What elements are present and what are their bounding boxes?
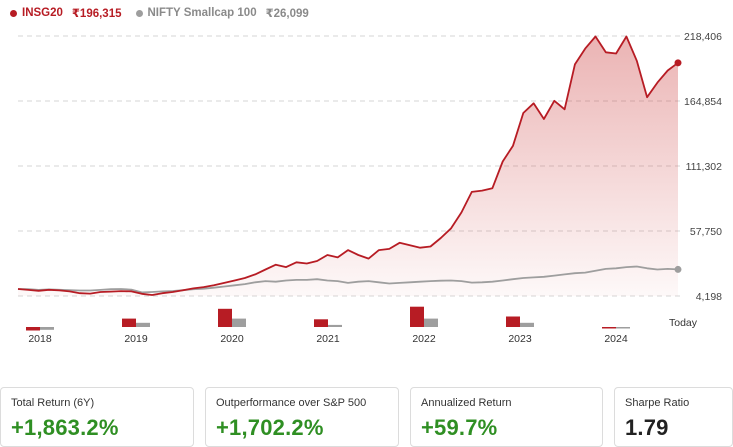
legend-value: ₹196,315 bbox=[71, 8, 122, 20]
y-tick-label: 57,750 bbox=[690, 226, 722, 238]
stat-value: +1,863.2% bbox=[11, 415, 119, 440]
line-series-insg20 bbox=[17, 35, 679, 296]
stat-value: 1.79 bbox=[625, 415, 669, 440]
x-tick-label: 2019 bbox=[124, 333, 148, 345]
bar-insg20 bbox=[506, 316, 520, 327]
bar-insg20 bbox=[218, 308, 232, 327]
bar-nifty bbox=[616, 327, 630, 329]
bar-insg20 bbox=[410, 306, 424, 327]
bar-nifty bbox=[232, 318, 246, 327]
legend-ticker: INSG20 bbox=[22, 7, 63, 19]
stat-label: Total Return (6Y) bbox=[11, 397, 95, 409]
bar-nifty bbox=[328, 324, 342, 327]
y-tick-label: 4,198 bbox=[696, 291, 722, 303]
bar-nifty bbox=[40, 327, 54, 330]
x-tick-label-today: Today bbox=[669, 317, 698, 329]
stat-value: +59.7% bbox=[421, 415, 498, 440]
legend-item-nifty[interactable]: NIFTY Smallcap 100 ₹26,099 bbox=[135, 6, 309, 20]
legend-value: ₹26,099 bbox=[265, 8, 309, 20]
legend-dot-icon bbox=[10, 9, 17, 17]
stat-label: Annualized Return bbox=[421, 397, 512, 409]
x-tick-label: 2020 bbox=[220, 333, 244, 345]
stat-card-outperformance: Outperformance over S&P 500 +1,702.2% bbox=[205, 387, 399, 447]
y-tick-label: 164,854 bbox=[684, 96, 722, 108]
stat-card-sharpe-ratio: Sharpe Ratio 1.79 bbox=[614, 387, 733, 447]
bar-nifty bbox=[520, 322, 534, 327]
end-marker-insg20 bbox=[674, 59, 682, 67]
stats-row: Total Return (6Y) +1,863.2% Outperforman… bbox=[0, 387, 733, 447]
legend-dot-icon bbox=[135, 9, 143, 17]
bar-insg20 bbox=[602, 327, 616, 329]
bar-insg20 bbox=[122, 318, 136, 327]
performance-chart[interactable]: 218,406 164,854 111,302 57,750 4,198 2018 201… bbox=[0, 0, 733, 385]
x-tick-label: 2022 bbox=[412, 333, 436, 345]
end-marker-nifty bbox=[674, 265, 682, 273]
stat-value: +1,702.2% bbox=[216, 415, 324, 440]
x-tick-label: 2023 bbox=[508, 333, 532, 345]
bar-nifty bbox=[424, 318, 438, 327]
stat-card-total-return: Total Return (6Y) +1,863.2% bbox=[0, 387, 194, 447]
bar-nifty bbox=[136, 322, 150, 327]
x-tick-label: 2018 bbox=[28, 333, 52, 345]
area-insg20 bbox=[18, 36, 678, 296]
x-tick-label: 2021 bbox=[316, 333, 340, 345]
y-tick-label: 111,302 bbox=[686, 161, 723, 173]
x-tick-label: 2024 bbox=[604, 333, 628, 345]
bar-insg20 bbox=[26, 327, 40, 331]
legend-item-insg20[interactable]: INSG20 ₹196,315 bbox=[10, 6, 122, 20]
bar-insg20 bbox=[314, 319, 328, 327]
stat-card-annualized-return: Annualized Return +59.7% bbox=[410, 387, 603, 447]
y-tick-label: 218,406 bbox=[684, 31, 722, 43]
chart-legend: INSG20 ₹196,315 NIFTY Smallcap 100 ₹26,0… bbox=[10, 6, 309, 20]
stat-label: Sharpe Ratio bbox=[625, 397, 690, 409]
legend-ticker: NIFTY Smallcap 100 bbox=[147, 7, 257, 19]
line-series-nifty bbox=[17, 265, 679, 294]
stat-label: Outperformance over S&P 500 bbox=[216, 397, 367, 409]
